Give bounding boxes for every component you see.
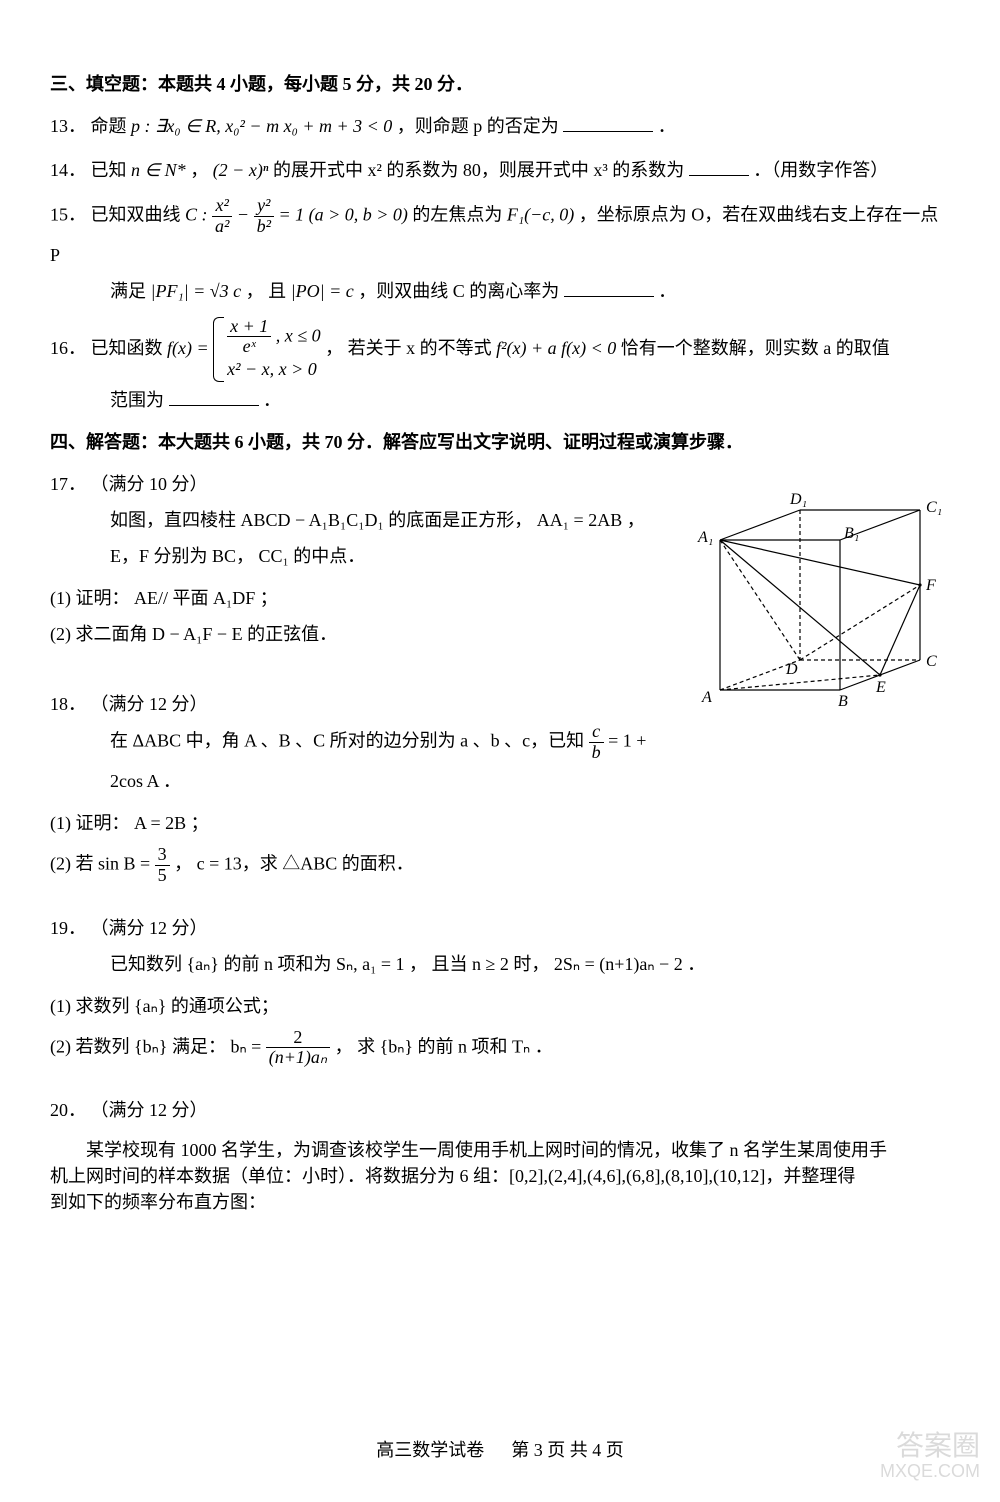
question-13: 13． 命题 p : ∃x₀ ∈ R, x₀² − m x₀ + m + 3 <… bbox=[50, 108, 950, 144]
q16-text-c: 恰有一个整数解，则实数 a 的取值 bbox=[621, 338, 890, 358]
q15-text-b: 的左焦点为 bbox=[412, 204, 507, 224]
q18-body-a: 在 ΔABC 中，角 A 、B 、C 所对的边分别为 a 、b 、c，已知 bbox=[110, 731, 589, 751]
q20-l3: 到如下的频率分布直方图： bbox=[50, 1188, 950, 1214]
q15-eq1: = 1 (a > 0, b > 0) bbox=[278, 204, 407, 224]
q15-frac1-den: a² bbox=[212, 217, 232, 237]
q13-num: 13． bbox=[50, 116, 86, 136]
q14-n: n ∈ N* bbox=[131, 160, 186, 180]
q15-num: 15． bbox=[50, 204, 86, 224]
q15-pf1: |PF₁| = √3 c bbox=[151, 281, 242, 301]
q15-f1: F₁(−c, 0) bbox=[507, 204, 574, 224]
q20-points: （满分 12 分） bbox=[91, 1100, 208, 1120]
q14-blank bbox=[689, 157, 749, 176]
q15-minus: − bbox=[237, 204, 254, 224]
q14-expand: (2 − x)ⁿ bbox=[213, 160, 269, 180]
q18-p2-b: ， c = 13，求 △ABC 的面积． bbox=[174, 853, 414, 873]
q15-text-d: ， 且 bbox=[246, 281, 291, 301]
q16-case1-den: eˣ bbox=[227, 337, 271, 357]
q18-num: 18． bbox=[50, 694, 86, 714]
q16-case1-cond: , x ≤ 0 bbox=[276, 325, 321, 345]
q16-num: 16． bbox=[50, 338, 86, 358]
q18-frac: c b bbox=[589, 722, 604, 763]
q17-points: （满分 10 分） bbox=[91, 474, 208, 494]
page: 三、填空题：本题共 4 小题，每小题 5 分，共 20 分． 13． 命题 p … bbox=[0, 0, 1000, 1502]
q16-tail: ． bbox=[263, 390, 281, 410]
q20-num: 20． bbox=[50, 1100, 86, 1120]
q18-p2: (2) 若 sin B = 3 5 ， c = 13，求 △ABC 的面积． bbox=[50, 845, 950, 886]
watermark-l2: MXQE.COM bbox=[880, 1462, 980, 1482]
label-c1: C₁ bbox=[926, 499, 942, 516]
question-15: 15． 已知双曲线 C : x² a² − y² b² = 1 (a > 0, … bbox=[50, 196, 950, 309]
q15-frac2: y² b² bbox=[254, 196, 274, 237]
q14-num: 14． bbox=[50, 160, 86, 180]
q15-line2a: 满足 bbox=[110, 281, 151, 301]
q16-cases: x + 1 eˣ , x ≤ 0 x² − x, x > 0 bbox=[213, 317, 321, 383]
q19-p2: (2) 若数列 {bₙ} 满足： bₙ = 2 (n+1)aₙ ， 求 {bₙ}… bbox=[50, 1028, 950, 1069]
label-b1: B₁ bbox=[844, 525, 859, 542]
q16-text-b: ， 若关于 x 的不等式 bbox=[325, 338, 496, 358]
question-19: 19． （满分 12 分） 已知数列 {aₙ} 的前 n 项和为 Sₙ, a₁ … bbox=[50, 910, 950, 982]
q19-p2-den: (n+1)aₙ bbox=[266, 1048, 330, 1068]
q13-text-b: ，则命题 p 的否定为 bbox=[397, 116, 559, 136]
q15-frac1: x² a² bbox=[212, 196, 232, 237]
watermark-l1: 答案圈 bbox=[880, 1431, 980, 1462]
q18-p1: (1) 证明： A = 2B ； bbox=[50, 809, 950, 835]
q15-po: |PO| = c bbox=[291, 281, 354, 301]
label-d: D bbox=[785, 661, 798, 678]
q14-text-b: ， bbox=[190, 160, 208, 180]
q15-frac2-num: y² bbox=[254, 196, 274, 217]
q18-p2-den: 5 bbox=[155, 866, 170, 886]
q18-frac-den: b bbox=[589, 743, 604, 763]
q16-case1-num: x + 1 bbox=[227, 317, 271, 338]
footer-left: 高三数学试卷 bbox=[376, 1440, 484, 1460]
q16-blank bbox=[169, 387, 259, 406]
q14-text-a: 已知 bbox=[91, 160, 132, 180]
q16-text-a: 已知函数 bbox=[91, 338, 168, 358]
label-c: C bbox=[926, 653, 937, 670]
question-14: 14． 已知 n ∈ N* ， (2 − x)ⁿ 的展开式中 x² 的系数为 8… bbox=[50, 152, 950, 188]
q15-frac1-num: x² bbox=[212, 196, 232, 217]
q20-l1: 某学校现有 1000 名学生，为调查该校学生一周使用手机上网时间的情况，收集了 … bbox=[50, 1136, 950, 1162]
q15-text-e: ，则双曲线 C 的离心率为 bbox=[358, 281, 559, 301]
q16-line2: 范围为 bbox=[110, 390, 164, 410]
q19-points: （满分 12 分） bbox=[91, 918, 208, 938]
q15-text-a: 已知双曲线 bbox=[91, 204, 186, 224]
page-footer: 高三数学试卷 第 3 页 共 4 页 bbox=[0, 1436, 1000, 1462]
q19-body: 已知数列 {aₙ} 的前 n 项和为 Sₙ, a₁ = 1 ， 且当 n ≥ 2… bbox=[50, 946, 950, 982]
q18-p2-num: 3 bbox=[155, 845, 170, 866]
q14-tail: ．（用数字作答） bbox=[753, 160, 888, 180]
q15-tail: ． bbox=[658, 281, 676, 301]
q13-formula: p : ∃x₀ ∈ R, x₀² − m x₀ + m + 3 < 0 bbox=[131, 116, 392, 136]
label-a1: A₁ bbox=[697, 529, 713, 546]
q18-p2-a: (2) 若 sin B = bbox=[50, 853, 155, 873]
q13-tail: ． bbox=[658, 116, 676, 136]
label-d1: D₁ bbox=[789, 491, 807, 508]
q16-ineq: f²(x) + a f(x) < 0 bbox=[496, 338, 616, 358]
question-16: 16． 已知函数 f(x) = x + 1 eˣ , x ≤ 0 x² − x,… bbox=[50, 317, 950, 419]
section-4-header: 四、解答题：本大题共 6 小题，共 70 分．解答应写出文字说明、证明过程或演算… bbox=[50, 428, 950, 454]
q19-p2-b: ， 求 {bₙ} 的前 n 项和 Tₙ ． bbox=[335, 1036, 553, 1056]
q15-c: C : bbox=[185, 204, 208, 224]
section-3-header: 三、填空题：本题共 4 小题，每小题 5 分，共 20 分． bbox=[50, 70, 950, 96]
q19-p1: (1) 求数列 {aₙ} 的通项公式； bbox=[50, 992, 950, 1018]
q19-num: 19． bbox=[50, 918, 86, 938]
q18-frac-num: c bbox=[589, 722, 604, 743]
label-f: F bbox=[925, 577, 936, 594]
q16-fx: f(x) = bbox=[167, 338, 213, 358]
q13-blank bbox=[563, 113, 653, 132]
q19-p2-num: 2 bbox=[266, 1028, 330, 1049]
question-20: 20． （满分 12 分） bbox=[50, 1092, 950, 1128]
q15-frac2-den: b² bbox=[254, 217, 274, 237]
q20-l2: 机上网时间的样本数据（单位：小时）．将数据分为 6 组：[0,2],(2,4],… bbox=[50, 1162, 950, 1188]
q13-text-a: 命题 bbox=[91, 116, 132, 136]
q17-num: 17． bbox=[50, 474, 86, 494]
q15-blank bbox=[564, 278, 654, 297]
q19-p2-a: (2) 若数列 {bₙ} 满足： bₙ = bbox=[50, 1036, 266, 1056]
footer-right: 第 3 页 共 4 页 bbox=[511, 1440, 624, 1460]
q18-points: （满分 12 分） bbox=[91, 694, 208, 714]
watermark: 答案圈 MXQE.COM bbox=[880, 1431, 980, 1482]
q16-case2: x² − x, x > 0 bbox=[227, 357, 321, 382]
q14-text-c: 的展开式中 x² 的系数为 80，则展开式中 x³ 的系数为 bbox=[273, 160, 684, 180]
question-18: 18． （满分 12 分） 在 ΔABC 中，角 A 、B 、C 所对的边分别为… bbox=[50, 686, 950, 799]
